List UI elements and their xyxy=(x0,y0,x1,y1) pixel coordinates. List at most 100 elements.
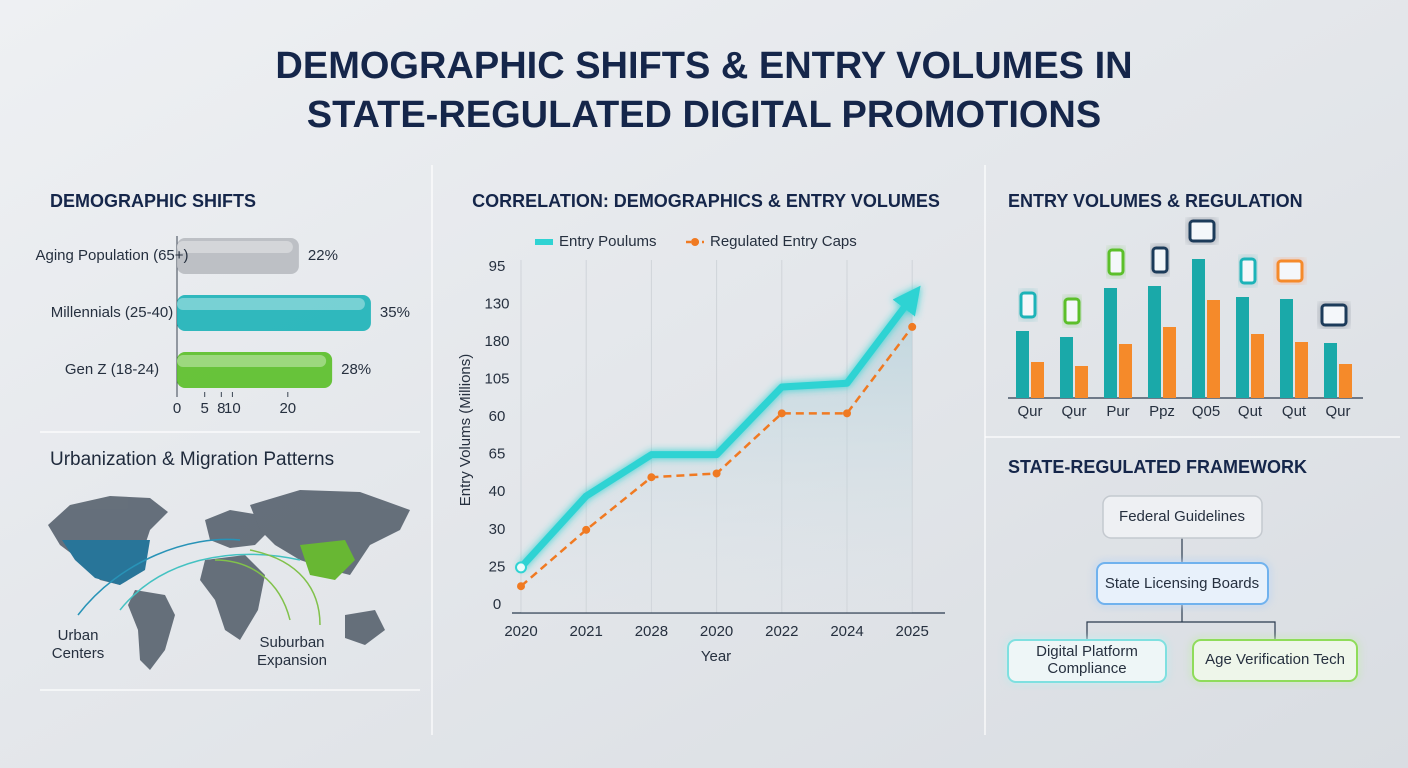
x-tick-label: Ppz xyxy=(1149,403,1175,420)
x-tick-label: Qur xyxy=(1017,403,1042,420)
point xyxy=(582,525,591,534)
legend-swatch xyxy=(691,238,699,246)
bar xyxy=(1207,300,1220,398)
bar-shine xyxy=(177,355,327,367)
framework-node xyxy=(1102,495,1263,539)
x-tick-label: Qut xyxy=(1282,403,1307,420)
device-icon xyxy=(1151,246,1169,274)
value-label: 28% xyxy=(341,361,371,378)
x-tick-label: 10 xyxy=(224,400,241,417)
point xyxy=(712,469,721,478)
legend-label: Regulated Entry Caps xyxy=(710,233,857,250)
y-tick-label: 30 xyxy=(489,521,506,538)
x-axis-title: Year xyxy=(701,648,731,665)
panel-title: Urbanization & Migration Patterns xyxy=(50,449,334,470)
node-label: Federal Guidelines xyxy=(1119,508,1245,525)
bar-shine xyxy=(177,298,365,310)
node-label: State Licensing Boards xyxy=(1105,575,1259,592)
x-tick-label: 2028 xyxy=(635,623,668,640)
bar xyxy=(1148,286,1161,398)
x-tick-label: 2022 xyxy=(765,623,798,640)
x-tick-label: Qur xyxy=(1325,403,1350,420)
y-tick-label: 60 xyxy=(489,408,506,425)
bar xyxy=(1324,343,1337,398)
y-tick-label: 95 xyxy=(489,258,506,275)
x-tick-label: 20 xyxy=(279,400,296,417)
bar xyxy=(1339,364,1352,398)
x-tick-label: 2024 xyxy=(830,623,863,640)
x-tick-label: 0 xyxy=(173,400,181,417)
bar xyxy=(1192,259,1205,398)
bar xyxy=(1236,297,1249,398)
legend-label: Entry Poulums xyxy=(559,233,657,250)
device-icon xyxy=(1019,291,1037,319)
framework-node xyxy=(1007,639,1167,683)
x-tick-label: Pur xyxy=(1106,403,1129,420)
x-tick-label: 5 xyxy=(201,400,209,417)
value-label: 35% xyxy=(380,304,410,321)
point xyxy=(908,322,917,331)
framework-connectors xyxy=(1086,538,1276,640)
correlation-chart: 0 25 30 40 65 60 105 180 130 95 2020 2021 2028 2020 20… xyxy=(457,233,945,665)
y-tick-label: 105 xyxy=(484,370,509,387)
bar xyxy=(1119,344,1132,398)
node-label: Age Verification Tech xyxy=(1205,651,1345,668)
bar xyxy=(1031,362,1044,398)
bar xyxy=(1295,342,1308,398)
panel-title: STATE-REGULATED FRAMEWORK xyxy=(1008,457,1307,477)
panel-title: CORRELATION: DEMOGRAPHICS & ENTRY VOLUME… xyxy=(472,191,940,211)
bar-shine xyxy=(177,241,293,253)
panel-title: ENTRY VOLUMES & REGULATION xyxy=(1008,191,1303,211)
x-tick-label: 2025 xyxy=(896,623,929,640)
page-title: STATE-REGULATED DIGITAL PROMOTIONS xyxy=(307,94,1101,136)
x-tick-label: Qut xyxy=(1238,403,1263,420)
point xyxy=(777,409,786,418)
bar xyxy=(1104,288,1117,398)
node-label: Compliance xyxy=(1047,660,1126,677)
map-label: Suburban xyxy=(259,634,324,651)
y-tick-label: 40 xyxy=(489,483,506,500)
y-tick-label: 25 xyxy=(489,558,506,575)
y-tick-label: 130 xyxy=(484,295,509,312)
device-icon xyxy=(1239,257,1257,285)
value-label: 22% xyxy=(308,247,338,264)
bar xyxy=(177,238,299,274)
x-tick-label: 2020 xyxy=(700,623,733,640)
x-tick-label: 2020 xyxy=(504,623,537,640)
demographic-chart: 0 5 810 20 Aging Population (65+) 22% Millenni… xyxy=(35,236,410,417)
map-label: Urban xyxy=(58,627,99,644)
device-icon xyxy=(1107,248,1125,276)
entry-volume-chart: Qur Qur Pur Ppz Q05 Qut Qut Qur xyxy=(1008,219,1363,420)
category-label: Gen Z (18-24) xyxy=(65,361,159,378)
bar xyxy=(1060,337,1073,398)
x-tick-label: 2021 xyxy=(570,623,603,640)
page-title: DEMOGRAPHIC SHIFTS & ENTRY VOLUMES IN xyxy=(275,45,1132,87)
device-icon xyxy=(1276,259,1304,283)
device-icon xyxy=(1320,303,1348,327)
y-axis-title: Entry Volums (Millions) xyxy=(457,354,474,507)
y-tick-label: 65 xyxy=(489,446,506,463)
y-tick-label: 0 xyxy=(493,596,501,613)
node-label: Digital Platform xyxy=(1036,643,1138,660)
series-line xyxy=(518,285,921,570)
world-map xyxy=(48,490,410,670)
device-icon xyxy=(1188,219,1216,243)
framework-node xyxy=(1096,562,1269,605)
bar xyxy=(1163,327,1176,398)
bar xyxy=(177,295,371,331)
point xyxy=(647,473,656,482)
panel-title: DEMOGRAPHIC SHIFTS xyxy=(50,191,256,211)
bar xyxy=(1016,331,1029,398)
map-label: Centers xyxy=(52,645,105,662)
y-tick-label: 180 xyxy=(484,333,509,350)
point xyxy=(843,409,851,418)
bar xyxy=(1251,334,1264,398)
framework-node xyxy=(1192,639,1358,682)
x-tick-label: Qur xyxy=(1061,403,1086,420)
x-tick-label: 8 xyxy=(217,400,225,417)
category-label: Aging Population (65+) xyxy=(35,247,188,264)
point xyxy=(517,582,525,591)
device-icon xyxy=(1063,297,1081,325)
map-label: Expansion xyxy=(257,652,327,669)
